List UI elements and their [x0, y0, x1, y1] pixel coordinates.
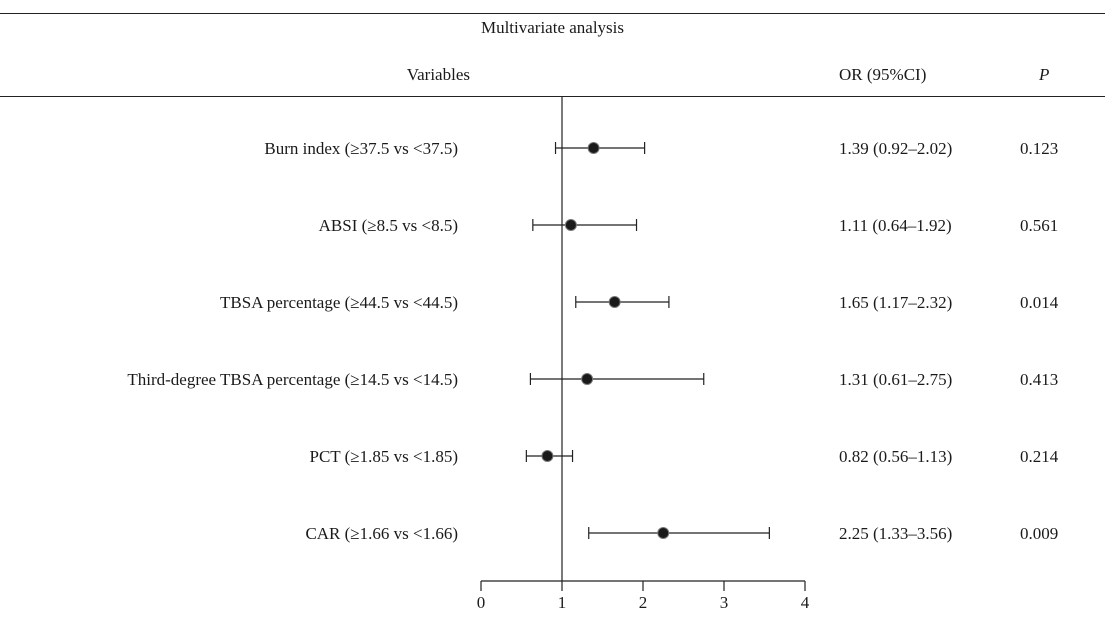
or-point [581, 373, 594, 385]
row-or-ci: 1.39 (0.92–2.02) [839, 139, 953, 158]
or-point [541, 450, 554, 462]
x-tick-label: 0 [477, 593, 486, 612]
top-rule [0, 13, 1105, 14]
x-tick-label: 1 [558, 593, 567, 612]
row-label: TBSA percentage (≥44.5 vs <44.5) [220, 293, 458, 312]
row-label: Burn index (≥37.5 vs <37.5) [264, 139, 458, 158]
row-p-value: 0.123 [1020, 139, 1059, 158]
row-p-value: 0.009 [1020, 524, 1059, 543]
row-label: PCT (≥1.85 vs <1.85) [309, 447, 458, 466]
row-p-value: 0.214 [1020, 447, 1059, 466]
x-tick-label: 4 [801, 593, 810, 612]
row-or-ci: 2.25 (1.33–3.56) [839, 524, 953, 543]
row-p-value: 0.561 [1020, 216, 1059, 235]
row-or-ci: 1.65 (1.17–2.32) [839, 293, 953, 312]
header-rule [0, 96, 1105, 97]
or-ci-header: OR (95%CI) [839, 65, 927, 84]
x-tick-label: 2 [639, 593, 648, 612]
or-point [587, 142, 600, 154]
row-or-ci: 1.31 (0.61–2.75) [839, 370, 953, 389]
row-label: Third-degree TBSA percentage (≥14.5 vs <… [127, 370, 458, 389]
row-p-value: 0.413 [1020, 370, 1059, 389]
variables-header: Variables [406, 65, 470, 84]
row-or-ci: 1.11 (0.64–1.92) [839, 216, 952, 235]
row-or-ci: 0.82 (0.56–1.13) [839, 447, 953, 466]
p-value-header: P [1039, 65, 1050, 84]
row-label: ABSI (≥8.5 vs <8.5) [318, 216, 458, 235]
or-point [608, 296, 621, 308]
x-tick-label: 3 [720, 593, 729, 612]
row-p-value: 0.014 [1020, 293, 1059, 312]
or-point [564, 219, 577, 231]
table-title: Multivariate analysis [480, 18, 625, 37]
row-label: CAR (≥1.66 vs <1.66) [305, 524, 458, 543]
or-point [657, 527, 670, 539]
